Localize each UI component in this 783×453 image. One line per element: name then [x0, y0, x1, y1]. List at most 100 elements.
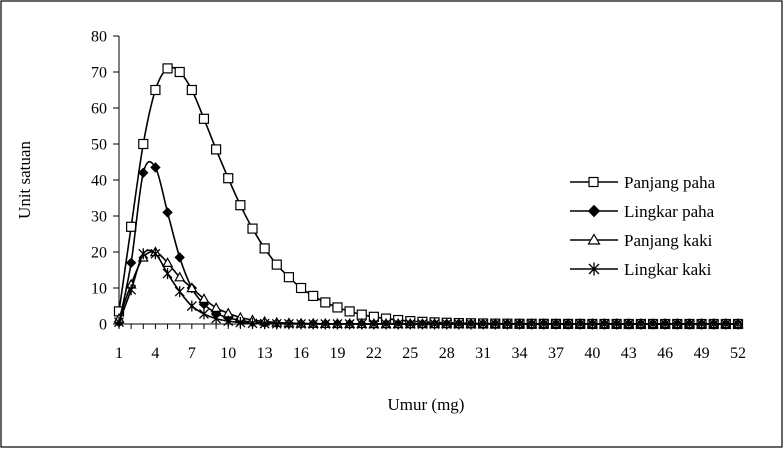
- x-tick-label: 4: [151, 345, 159, 362]
- x-tick-label: 1: [115, 345, 123, 362]
- legend-entry-3: Panjang kaki: [570, 231, 713, 250]
- data-point: [186, 84, 197, 96]
- series-line: [118, 249, 738, 325]
- y-tick-label: 70: [91, 65, 107, 82]
- data-point: [247, 223, 258, 234]
- data-point: [514, 318, 525, 330]
- data-point: [308, 318, 319, 330]
- x-tick-label: 40: [584, 345, 600, 362]
- y-tick-label: 80: [91, 29, 107, 46]
- x-tick-label: 10: [220, 345, 236, 362]
- x-tick-label: 16: [293, 345, 309, 362]
- data-point: [150, 84, 161, 96]
- data-point: [356, 318, 367, 330]
- data-point: [114, 316, 124, 328]
- data-point: [466, 318, 476, 330]
- x-ticks: 1 4 7 10 13 16 19 22 25 28 31 34 37 40 43 46 49 52: [115, 324, 746, 362]
- y-axis-title: Unit satuan: [15, 141, 34, 219]
- legend-label-2: Lingkar paha: [624, 202, 715, 221]
- data-point: [162, 207, 173, 218]
- legend-entry-1: Panjang paha: [570, 173, 716, 192]
- data-point: [405, 318, 416, 330]
- data-point: [186, 300, 197, 312]
- legend-marker-diamond: [587, 204, 601, 218]
- x-tick-label: 7: [188, 345, 196, 362]
- data-point: [720, 318, 731, 330]
- x-tick-label: 37: [548, 345, 564, 362]
- data-point: [259, 318, 270, 330]
- data-point: [138, 248, 149, 260]
- data-point: [356, 309, 367, 320]
- x-tick-label: 31: [475, 345, 491, 362]
- data-point: [417, 318, 428, 330]
- data-point: [320, 318, 331, 330]
- legend: Panjang paha Lingkar paha Panjang kaki L…: [570, 173, 716, 279]
- data-point: [174, 286, 185, 298]
- legend-marker-triangle: [587, 233, 601, 245]
- data-point: [696, 318, 707, 330]
- data-point: [247, 317, 258, 329]
- data-point: [538, 318, 549, 330]
- y-tick-label: 50: [91, 137, 107, 154]
- legend-label-3: Panjang kaki: [624, 231, 713, 250]
- data-point: [138, 167, 149, 179]
- data-point: [210, 144, 222, 155]
- data-point: [381, 318, 391, 330]
- legend-label-4: Lingkar kaki: [624, 260, 712, 279]
- data-point: [283, 272, 295, 283]
- data-point: [478, 318, 489, 330]
- data-point: [150, 248, 161, 260]
- data-point: [223, 315, 234, 327]
- data-point: [199, 308, 209, 320]
- x-tick-label: 46: [657, 345, 673, 362]
- x-tick-label: 49: [694, 345, 710, 362]
- data-point: [502, 318, 513, 330]
- data-point: [344, 318, 355, 330]
- x-tick-label: 43: [621, 345, 637, 362]
- data-point: [453, 318, 464, 330]
- data-point: [599, 318, 610, 330]
- data-point: [259, 243, 270, 254]
- data-point: [332, 318, 343, 330]
- data-point: [660, 318, 671, 330]
- data-point: [174, 271, 186, 282]
- x-tick-label: 34: [512, 345, 528, 362]
- data-point: [332, 302, 343, 313]
- y-tick-label: 0: [99, 317, 107, 334]
- data-point: [126, 221, 137, 232]
- series-layer: [113, 63, 744, 330]
- data-point: [441, 318, 452, 330]
- legend-label-1: Panjang paha: [624, 173, 716, 192]
- data-point: [296, 318, 307, 330]
- data-point: [708, 318, 719, 330]
- data-point: [733, 318, 743, 330]
- data-point: [174, 252, 185, 263]
- data-point: [283, 318, 294, 330]
- data-point: [429, 318, 440, 330]
- y-tick-label: 60: [91, 101, 107, 118]
- data-point: [162, 268, 173, 280]
- data-point: [198, 113, 210, 124]
- data-point: [235, 200, 246, 211]
- data-point: [672, 318, 683, 330]
- data-point: [320, 297, 331, 308]
- data-point: [126, 284, 137, 296]
- x-tick-label: 25: [402, 345, 418, 362]
- data-point: [125, 257, 137, 269]
- y-tick-label: 40: [91, 173, 107, 190]
- data-point: [611, 318, 622, 330]
- data-point: [550, 318, 561, 330]
- data-point: [635, 318, 646, 330]
- data-point: [186, 282, 198, 293]
- data-point: [526, 318, 537, 330]
- y-tick-label: 30: [91, 209, 107, 226]
- legend-entry-4: Lingkar kaki: [570, 260, 712, 279]
- data-point: [623, 318, 634, 330]
- data-point: [295, 282, 307, 294]
- legend-marker-star: [588, 262, 600, 276]
- x-tick-label: 22: [366, 345, 382, 362]
- data-point: [684, 318, 695, 330]
